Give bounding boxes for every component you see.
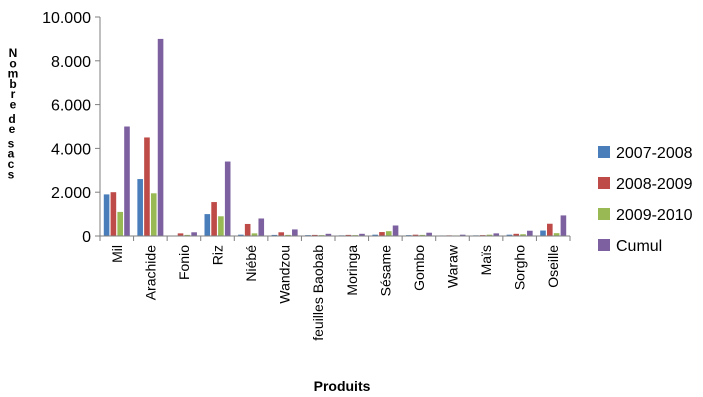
x-tick-label: feuilles Baobab [310,245,326,341]
bar-riz-series-1 [211,202,217,236]
bar-moringa-series-1 [345,234,352,236]
bar-s-same-series-3 [392,225,399,236]
bar-feuilles-baobab-series-1 [312,234,318,236]
x-tick-label: Niébé [243,245,259,282]
x-axis-title: Produits [314,378,371,394]
bar-oseille-series-2 [553,233,560,236]
bar-ma-s-series-3 [493,233,500,236]
bar-s-same-series-2 [385,231,392,236]
bar-gombo-series-2 [419,234,426,236]
bar-fonio-series-1 [177,233,184,236]
bar-arachide-series-3 [157,38,164,237]
bar-oseille-series-1 [547,223,553,236]
bar-oseille-series-3 [560,215,567,236]
bar-ni-b--series-1 [244,223,251,236]
x-tick-label: Waraw [445,244,461,288]
bar-moringa-series-3 [359,233,365,236]
bar-ma-s-series-2 [486,234,493,236]
bar-ni-b--series-3 [258,218,265,236]
bar-mil-series-2 [117,211,123,236]
legend-swatch [598,239,610,251]
bar-s-same-series-0 [372,234,378,236]
bar-mil-series-1 [110,192,117,236]
bar-mil-series-3 [124,126,130,236]
bar-sorgho-series-0 [506,234,513,236]
bar-mil-series-0 [103,194,110,236]
bar-riz-series-3 [224,161,231,236]
x-tick-label: Sésame [377,245,393,297]
x-tick-label: Oseille [545,245,561,288]
x-tick-label: Riz [210,245,226,265]
y-tick-label: 2.000 [51,185,91,202]
x-tick-label: Mil [109,245,125,263]
x-tick-label: Gombo [411,245,427,291]
bar-gombo-series-3 [426,232,432,236]
bar-fonio-series-2 [184,234,191,236]
bar-wandzou-series-2 [285,234,291,236]
bar-riz-series-2 [218,216,224,236]
bar-s-same-series-1 [379,232,385,236]
y-tick-label: 10.000 [42,10,91,27]
legend-swatch [598,177,610,189]
legend-label: 2009-2010 [616,207,693,224]
legend-swatch [598,208,610,220]
x-tick-label: Maïs [478,245,494,275]
x-tick-label: Sorgho [512,245,528,290]
legend-label: Cumul [616,238,662,255]
bar-waraw-series-3 [459,234,466,236]
bar-gombo-series-1 [412,234,419,236]
x-tick-label: Moringa [344,245,360,296]
y-axis-ticks: 0 2.000 4.000 6.000 8.000 10.000 [42,10,100,246]
bar-sorgho-series-1 [513,233,520,236]
x-tick-label: Fonio [176,245,192,280]
bar-oseille-series-0 [540,230,546,236]
bar-arachide-series-0 [137,179,143,236]
bar-ni-b--series-0 [238,234,244,236]
bar-feuilles-baobab-series-3 [325,233,332,236]
bar-sorgho-series-2 [520,234,526,236]
legend: 2007-2008 2008-2009 2009-2010 Cumul [598,145,693,255]
bar-arachide-series-2 [150,193,157,236]
chart-bars [103,38,567,237]
x-tick-label: Arachide [142,245,158,300]
x-axis-category-labels: Mil Arachide Fonio Riz Niébé Wandzou feuilles … [109,244,561,341]
legend-swatch [598,146,610,158]
bar-arachide-series-1 [144,137,150,236]
bar-riz-series-0 [204,214,211,236]
y-tick-label: 0 [82,229,91,246]
bar-wandzou-series-3 [292,229,298,236]
bar-wandzou-series-1 [278,232,285,236]
bar-fonio-series-3 [191,232,197,236]
y-tick-label: 4.000 [51,141,91,158]
y-tick-label: 6.000 [51,98,91,115]
bar-sorgho-series-3 [527,230,533,236]
y-tick-label: 8.000 [51,54,91,71]
chart-axes [99,17,571,241]
legend-label: 2008-2009 [616,176,693,193]
bar-ni-b--series-2 [251,233,258,236]
x-tick-label: Wandzou [277,245,293,304]
bar-wandzou-series-0 [271,234,278,236]
legend-label: 2007-2008 [616,145,693,162]
